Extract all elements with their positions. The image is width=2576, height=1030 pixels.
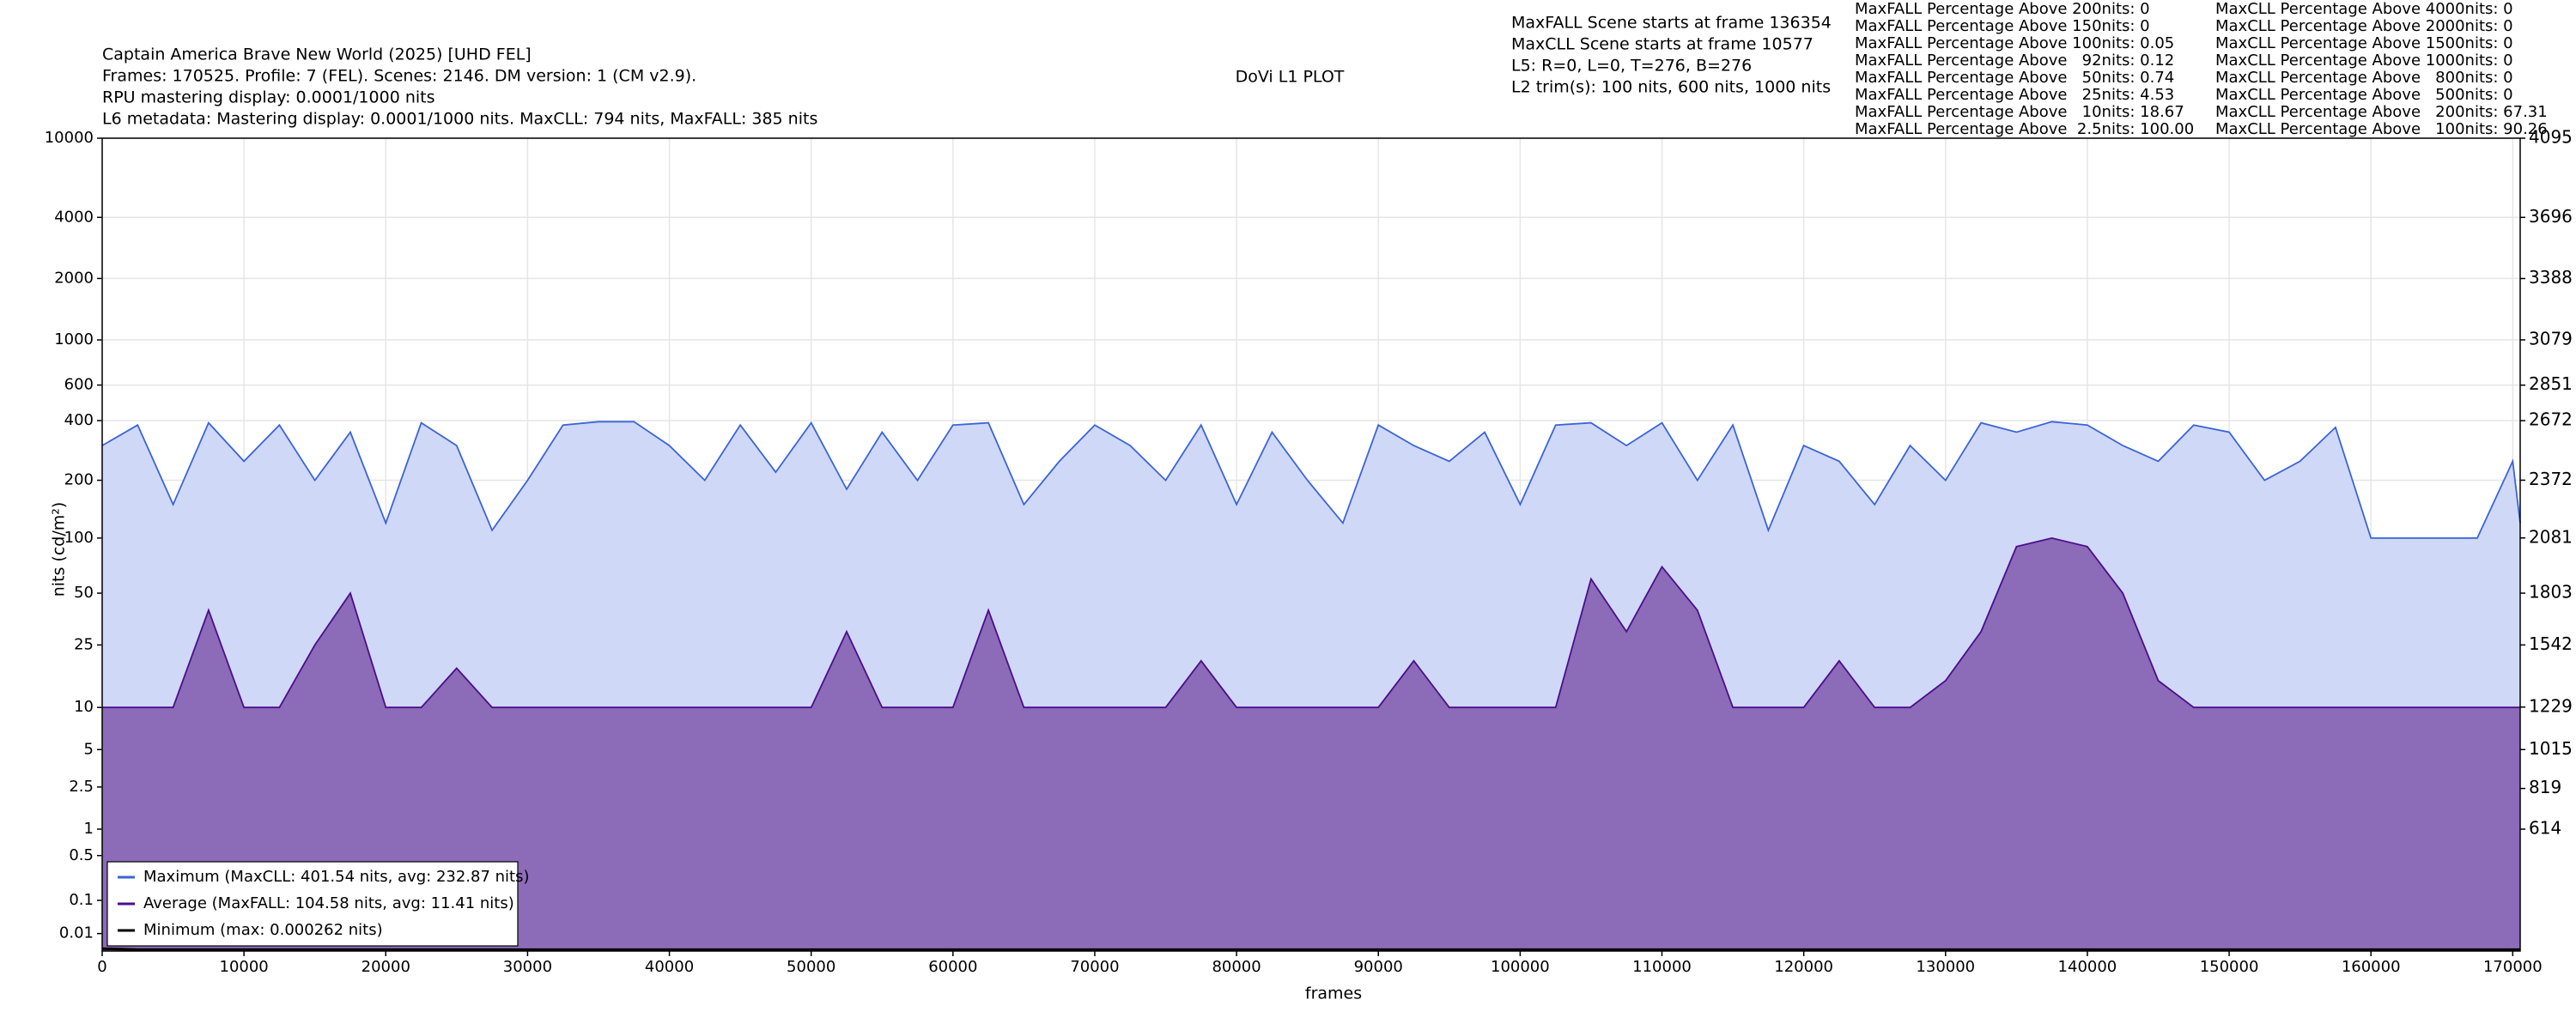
y-tick-label: 4000 xyxy=(54,208,94,226)
x-tick-label: 90000 xyxy=(1354,958,1403,976)
x-tick-label: 60000 xyxy=(928,958,977,976)
maxcll-stat: MaxCLL Percentage Above 100nits: 90.26 xyxy=(2215,120,2548,138)
y-tick-label: 600 xyxy=(64,376,94,394)
legend-label: Maximum (MaxCLL: 401.54 nits, avg: 232.8… xyxy=(143,868,530,886)
y-tick-label: 5 xyxy=(84,740,94,758)
x-tick-label: 80000 xyxy=(1212,958,1261,976)
maxcll-stat: MaxCLL Percentage Above 4000nits: 0 xyxy=(2215,0,2513,18)
legend-label: Average (MaxFALL: 104.58 nits, avg: 11.4… xyxy=(143,894,514,912)
y-tick-label: 10000 xyxy=(45,129,94,147)
y-tick-label: 2.5 xyxy=(69,778,94,796)
plot-frame xyxy=(101,137,2521,952)
y2-tick-label: 2851 xyxy=(2529,373,2573,394)
y-tick-label: 10 xyxy=(74,698,94,716)
y2-tick-label: 1542 xyxy=(2529,633,2573,654)
chart-title: Captain America Brave New World (2025) [… xyxy=(102,45,532,64)
y-tick-label: 200 xyxy=(64,471,94,489)
y-tick-label: 25 xyxy=(74,635,94,653)
x-tick-label: 100000 xyxy=(1491,958,1550,976)
x-tick-label: 0 xyxy=(97,958,106,976)
maxcll-stat: MaxCLL Percentage Above 500nits: 0 xyxy=(2215,86,2513,104)
maxcll-stat: MaxCLL Percentage Above 800nits: 0 xyxy=(2215,69,2513,87)
series-line xyxy=(101,421,2521,539)
info-line: MaxFALL Scene starts at frame 136354 xyxy=(1511,14,1832,33)
y-tick-label: 0.1 xyxy=(69,891,94,909)
x-tick-label: 20000 xyxy=(361,958,410,976)
y2-tick-label: 3079 xyxy=(2529,328,2573,348)
y2-tick-label: 1015 xyxy=(2529,738,2573,759)
maxfall-stat: MaxFALL Percentage Above 50nits: 0.74 xyxy=(1855,69,2174,87)
series-area xyxy=(102,537,2520,951)
x-tick-label: 170000 xyxy=(2483,958,2543,976)
series-line xyxy=(101,947,2520,951)
maxfall-stat: MaxFALL Percentage Above 150nits: 0 xyxy=(1855,17,2150,35)
y2-tick-label: 819 xyxy=(2529,777,2561,797)
x-tick-label: 30000 xyxy=(503,958,552,976)
maxcll-stat: MaxCLL Percentage Above 200nits: 67.31 xyxy=(2215,103,2548,121)
x-axis-label: frames xyxy=(1305,985,1362,1003)
subtitle-line: RPU mastering display: 0.0001/1000 nits xyxy=(102,88,435,107)
legend-label: Minimum (max: 0.000262 nits) xyxy=(143,921,383,939)
y-tick-label: 1000 xyxy=(54,330,94,348)
y-tick-label: 2000 xyxy=(54,269,94,287)
x-tick-label: 10000 xyxy=(220,958,269,976)
y2-tick-label: 2081 xyxy=(2529,526,2573,547)
y-axis-label: nits (cd/m²) xyxy=(50,502,69,597)
y-tick-label: 0.01 xyxy=(59,924,94,942)
y2-tick-label: 3388 xyxy=(2529,267,2573,288)
maxfall-stat: MaxFALL Percentage Above 100nits: 0.05 xyxy=(1855,34,2174,52)
legend-box xyxy=(106,861,519,947)
plot-title: DoVi L1 PLOT xyxy=(1236,68,1345,87)
subtitle-line: Frames: 170525. Profile: 7 (FEL). Scenes… xyxy=(102,67,696,86)
maxcll-stat: MaxCLL Percentage Above 2000nits: 0 xyxy=(2215,17,2513,35)
y-tick-label: 50 xyxy=(74,584,94,602)
x-tick-label: 150000 xyxy=(2200,958,2259,976)
x-tick-label: 140000 xyxy=(2058,958,2117,976)
y2-tick-label: 4095 xyxy=(2529,127,2573,148)
y-tick-label: 100 xyxy=(64,529,94,547)
maxfall-stat: MaxFALL Percentage Above 92nits: 0.12 xyxy=(1855,52,2174,70)
x-tick-label: 120000 xyxy=(1774,958,1833,976)
x-tick-label: 160000 xyxy=(2342,958,2401,976)
info-line: L5: R=0, L=0, T=276, B=276 xyxy=(1511,57,1752,76)
y-tick-label: 0.5 xyxy=(69,846,94,864)
maxfall-stat: MaxFALL Percentage Above 25nits: 4.53 xyxy=(1855,86,2174,104)
info-line: MaxCLL Scene starts at frame 10577 xyxy=(1511,35,1814,54)
y2-tick-label: 1229 xyxy=(2529,695,2573,716)
x-tick-label: 40000 xyxy=(645,958,694,976)
y2-tick-label: 2372 xyxy=(2529,469,2573,489)
maxfall-stat: MaxFALL Percentage Above 200nits: 0 xyxy=(1855,0,2150,18)
info-line: L2 trim(s): 100 nits, 600 nits, 1000 nit… xyxy=(1511,78,1831,97)
y2-tick-label: 2672 xyxy=(2529,409,2573,430)
y2-tick-label: 3696 xyxy=(2529,206,2573,227)
y2-tick-label: 614 xyxy=(2529,818,2561,839)
x-tick-label: 50000 xyxy=(787,958,835,976)
maxfall-stat: MaxFALL Percentage Above 2.5nits: 100.00 xyxy=(1855,120,2194,138)
legend: Maximum (MaxCLL: 401.54 nits, avg: 232.8… xyxy=(106,861,530,947)
y-tick-label: 1 xyxy=(84,820,94,838)
maxfall-stat: MaxFALL Percentage Above 10nits: 18.67 xyxy=(1855,103,2184,121)
y2-tick-label: 1803 xyxy=(2529,582,2573,603)
x-tick-label: 130000 xyxy=(1916,958,1975,976)
x-tick-label: 110000 xyxy=(1632,958,1692,976)
series-line xyxy=(102,536,2520,709)
maxcll-stat: MaxCLL Percentage Above 1000nits: 0 xyxy=(2215,52,2513,70)
subtitle-line: L6 metadata: Mastering display: 0.0001/1… xyxy=(102,110,817,129)
maxcll-stat: MaxCLL Percentage Above 1500nits: 0 xyxy=(2215,34,2513,52)
y-tick-label: 400 xyxy=(64,411,94,429)
x-tick-label: 70000 xyxy=(1070,958,1119,976)
